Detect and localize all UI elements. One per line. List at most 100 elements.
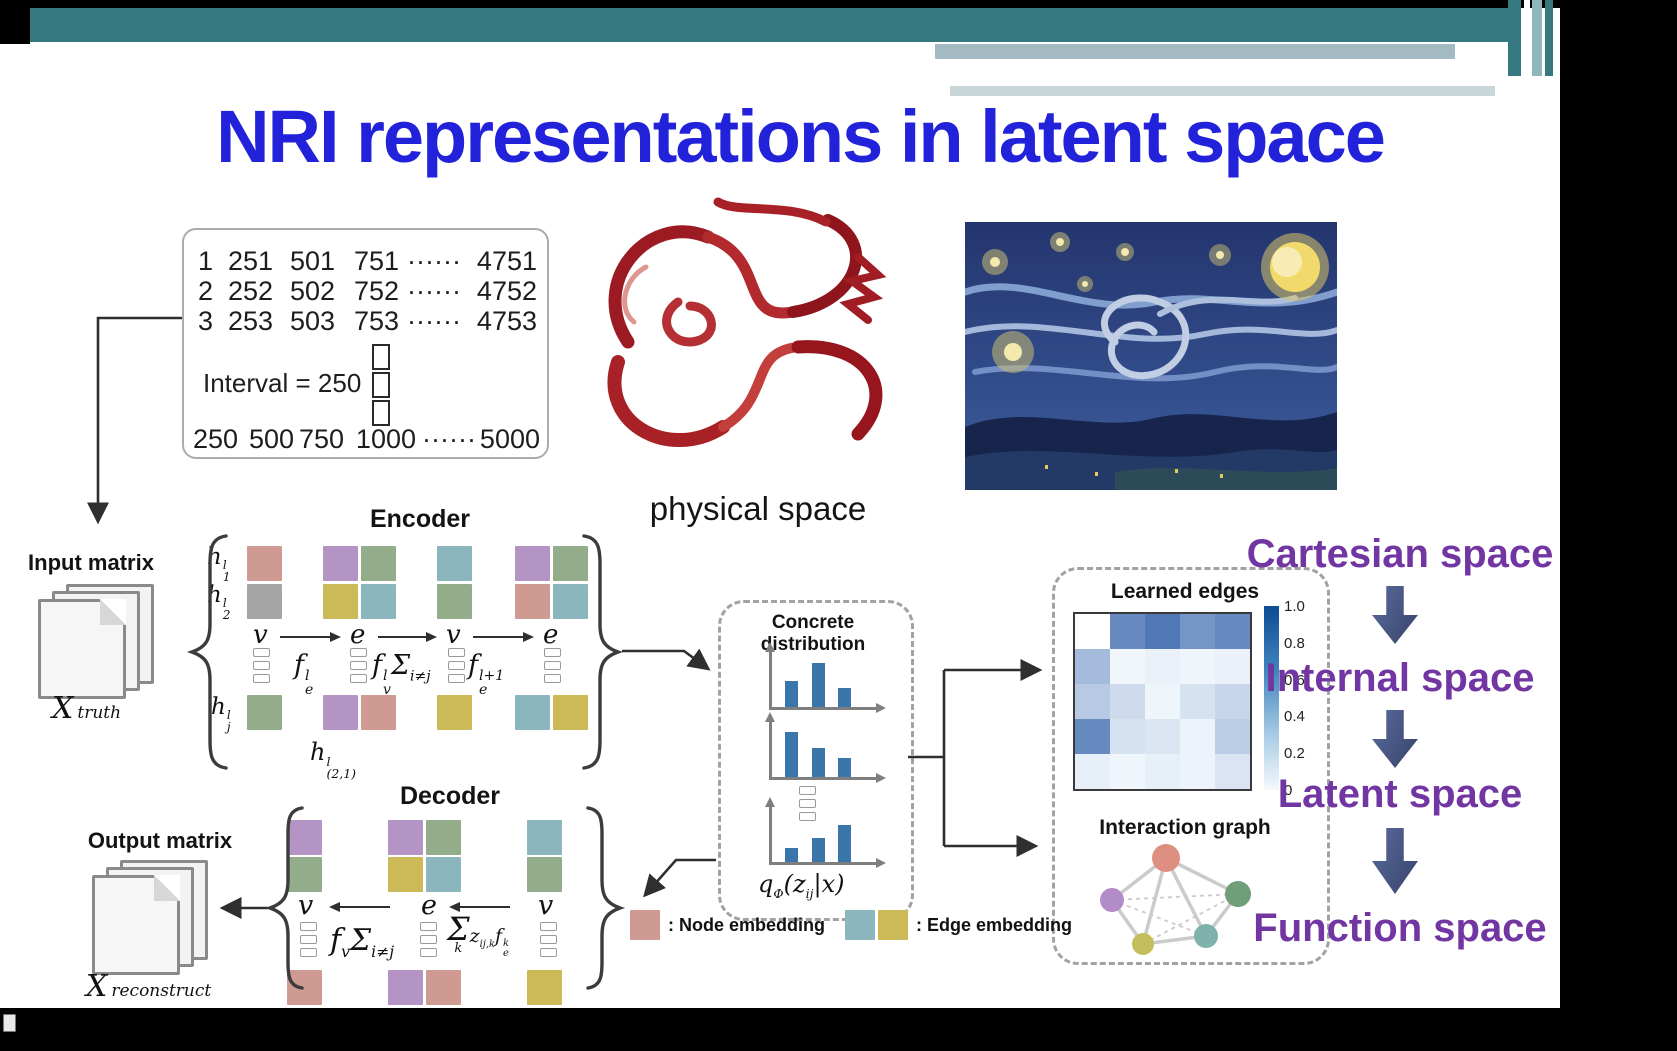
decoder-title: Decoder [399,782,501,810]
heatmap-cell [1075,614,1110,649]
yellow-embedding-square [437,695,472,730]
distribution-bar [838,758,851,777]
heatmap-cell [1145,719,1180,754]
learned-edges-heatmap [1073,612,1252,791]
edge-embedding-label: : Edge embedding [916,915,1073,935]
q-phi-formula: qΦ(zij|x) [758,870,845,901]
heatmap-cell [1180,719,1215,754]
flow-arrow-icon [329,901,390,912]
page-front [92,875,180,975]
distribution-bar [838,825,851,862]
slide-background [0,8,1560,1008]
page-title: NRI representations in latent space [216,95,1386,178]
corner-glyph-icon [3,1014,16,1032]
vertical-dots [799,786,816,821]
page-fold [100,599,126,625]
header-gray-bar [935,44,1455,59]
teal-embedding-square [426,857,461,892]
heatmap-cell [1110,684,1145,719]
graph-node [1225,881,1251,907]
output-matrix-icon [92,860,210,975]
matrix-cell: 252 [227,276,273,306]
distribution-bar [785,681,798,707]
matrix-cell: 1 [197,246,213,276]
heatmap-cell [1110,719,1145,754]
vertical-dots [350,648,367,683]
colorbar-tick: 0.4 [1284,708,1305,726]
vertical-dots [448,648,465,683]
matrix-cell: ······ [407,306,461,336]
colorbar-tick: 0.8 [1284,634,1305,652]
distribution-bar [838,688,851,707]
node-embedding-swatch [630,910,660,940]
heatmap-cell [1145,649,1180,684]
header-stripe [1545,0,1553,76]
heatmap-cell [1180,614,1215,649]
h21-label: h l (2,1) [310,738,357,782]
matrix-cell: 753 [353,306,399,336]
graph-edge [1142,893,1239,945]
v-label: v [446,620,461,650]
sampling-matrix-footer: 250 500 750 1000 ······ 5000 [190,424,540,455]
teal-embedding-square [553,584,588,619]
header-teal-bar [30,8,1508,42]
heatmap-cell [1180,754,1215,789]
header-corner-block [0,0,30,44]
sampling-matrix-box [182,228,549,459]
chart-x-axis [769,703,886,713]
graph-node [1100,888,1124,912]
flow-arrow-icon [473,631,534,642]
concrete-distribution-title: Concrete distribution [760,612,866,655]
header-pale-bar [950,86,1495,96]
chart-x-axis [769,858,886,868]
chart-x-axis [769,773,886,783]
vertical-dots [544,648,561,683]
protein-ribbon-image [607,197,887,448]
graph-node [1194,924,1218,948]
fv-sum-decoder-formula: fvΣi≠j [330,923,395,961]
header-stripe [1508,0,1521,76]
matrix-cell: 253 [227,306,273,336]
teal-embedding-square [361,584,396,619]
header-stripe [1532,0,1542,76]
yellow-embedding-square [553,695,588,730]
graph-node [1132,933,1154,955]
fel1-formula: f l+1 e [468,650,505,699]
heatmap-cell [1075,684,1110,719]
distribution-bar [785,848,798,862]
matrix-cell: 752 [353,276,399,306]
yellow-embedding-square [323,584,358,619]
learned-edges-title: Learned edges [1110,580,1260,603]
green-embedding-square [287,857,322,892]
salmon-embedding-square [426,970,461,1005]
heatmap-cell [1215,719,1250,754]
input-matrix-icon [38,584,156,699]
green-embedding-square [361,546,396,581]
green-embedding-square [426,820,461,855]
matrix-cell: ······ [407,276,461,306]
internal-space-label: Internal space [1265,656,1535,700]
sampling-matrix-row: 2 252 502 752 ······ 4752 [193,276,537,306]
green-embedding-square [247,695,282,730]
e-label: e [543,620,559,650]
graph-node [1152,844,1180,872]
learned-edges-box [1052,567,1330,965]
page-front [38,599,126,699]
matrix-cell: 503 [289,306,335,336]
vertical-dots [420,922,437,957]
graph-edge [1111,899,1207,937]
salmon-embedding-square [247,546,282,581]
purple-embedding-square [287,820,322,855]
heatmap-cell [1110,614,1145,649]
heatmap-cell [1215,684,1250,719]
colorbar-tick: 1.0 [1284,598,1305,615]
teal-embedding-square [527,820,562,855]
distribution-bar [812,663,825,707]
salmon-embedding-square [287,970,322,1005]
colorbar-tick: 0.2 [1284,745,1305,763]
missing-glyph-box [372,344,390,370]
function-space-label: Function space [1253,906,1547,950]
green-embedding-square [553,546,588,581]
input-matrix-label: Input matrix [28,550,154,575]
